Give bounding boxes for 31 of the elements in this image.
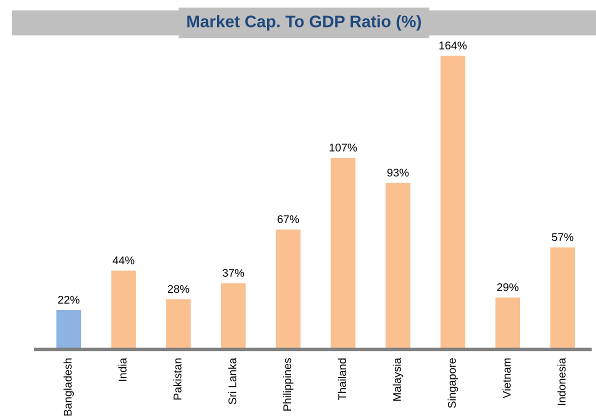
x-tick-label: Sri Lanka — [228, 358, 236, 404]
data-label: 67% — [278, 215, 299, 224]
bar — [166, 299, 191, 350]
bar — [111, 270, 136, 350]
data-label: 93% — [387, 168, 409, 177]
x-tick-label: Thailand — [338, 358, 346, 400]
bar — [56, 310, 82, 350]
data-label: 44% — [112, 256, 134, 264]
chart-title: Market Cap. To GDP Ratio (%) — [187, 15, 421, 31]
bar — [276, 229, 301, 350]
bar — [550, 247, 575, 350]
x-tick-label: Singapore — [448, 358, 458, 408]
data-label: 107% — [330, 144, 357, 152]
data-label: 29% — [497, 283, 518, 292]
x-tick-label: Pakistan — [173, 358, 182, 400]
bar — [440, 56, 466, 350]
data-label: 28% — [168, 285, 190, 293]
x-tick-label: Philippines — [283, 358, 294, 411]
x-tick-label: Vietnam — [502, 358, 511, 398]
data-label: 22% — [58, 296, 80, 304]
data-label: 57% — [552, 233, 574, 242]
x-tick-label: Bangladesh — [64, 358, 74, 416]
x-tick-label: Indonesia — [557, 358, 566, 405]
data-label: 37% — [222, 268, 244, 277]
bar — [330, 158, 356, 350]
bar — [386, 182, 410, 350]
x-tick-label: India — [118, 358, 127, 381]
x-tick-label: Malaysia — [392, 358, 404, 401]
data-label: 164% — [439, 42, 467, 50]
bar — [220, 283, 246, 350]
bar — [495, 298, 520, 350]
